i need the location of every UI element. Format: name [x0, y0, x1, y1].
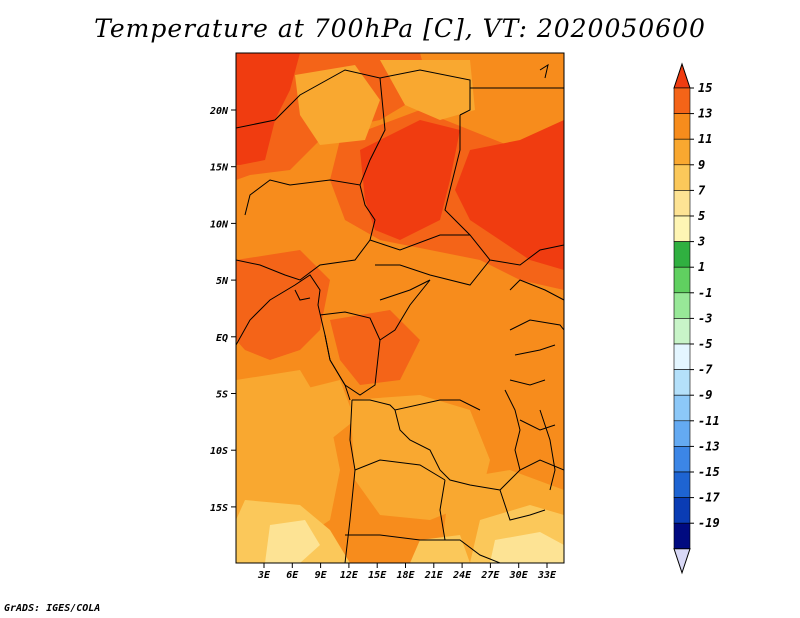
- legend-swatch: [673, 420, 691, 447]
- grads-credit: GrADS: IGES/COLA: [4, 603, 101, 614]
- legend-swatch: [673, 113, 691, 140]
- legend-swatch: [673, 266, 691, 294]
- latitude-axis: 20N 15N 10N 5N EQ 5S 10S 15S: [209, 106, 236, 514]
- legend-swatch: [673, 292, 691, 319]
- legend-label: -9: [698, 388, 712, 402]
- legend-swatch: [673, 318, 691, 345]
- legend-swatch: [673, 87, 691, 114]
- lon-label: 27E: [480, 570, 500, 581]
- legend-swatch: [673, 471, 691, 498]
- longitude-axis: 3E 6E 9E 12E 15E 18E 21E 24E 27E 30E 33E: [257, 563, 557, 581]
- lat-label: EQ: [216, 333, 228, 344]
- lon-label: 33E: [537, 570, 557, 581]
- legend-label: 11: [698, 132, 712, 146]
- lat-label: 15S: [210, 503, 228, 514]
- lon-label: 30E: [509, 570, 529, 581]
- legend-label: -7: [698, 363, 713, 377]
- legend-label: 1: [698, 260, 705, 274]
- lon-label: 24E: [452, 570, 472, 581]
- legend-label: 3: [697, 235, 705, 249]
- legend-label: -5: [698, 337, 712, 351]
- legend-swatch: [673, 497, 691, 524]
- lon-label: 21E: [424, 570, 444, 581]
- legend-swatch: [673, 522, 691, 550]
- lon-label: 9E: [315, 570, 328, 581]
- legend-top-arrow: [673, 62, 691, 89]
- legend-swatch: [673, 446, 691, 473]
- legend-swatch: [673, 190, 691, 217]
- lon-label: 15E: [368, 570, 387, 581]
- legend-swatch: [673, 343, 691, 370]
- legend-swatch: [673, 394, 691, 422]
- legend-label: 15: [698, 81, 712, 95]
- map-frame: [235, 52, 565, 564]
- lat-label: 5N: [216, 276, 229, 287]
- map-title: Temperature at 700hPa [C], VT: 202005060…: [94, 14, 706, 43]
- legend-swatch: [673, 164, 691, 191]
- country-borders: [236, 63, 564, 563]
- lat-label: 15N: [210, 163, 229, 174]
- legend-label: 5: [698, 209, 705, 223]
- lat-label: 20N: [209, 106, 229, 117]
- legend-label: -3: [698, 311, 712, 325]
- lon-label: 18E: [396, 570, 415, 581]
- legend-swatch: [673, 241, 691, 268]
- lon-label: 3E: [257, 570, 271, 581]
- lon-label: 12E: [340, 570, 359, 581]
- legend-label: -13: [698, 439, 720, 453]
- legend-label: -19: [698, 516, 720, 530]
- legend-label: -17: [698, 491, 720, 505]
- lat-label: 10S: [210, 446, 228, 457]
- temperature-field: [236, 53, 564, 563]
- legend-label: 13: [698, 107, 712, 121]
- lon-label: 6E: [286, 570, 299, 581]
- legend-swatch: [673, 215, 691, 242]
- color-legend: 15 13 11 9 7 5 3 1 -1 -3 -5 -7 -9 -11 -13 -15 -17 -19: [673, 62, 720, 575]
- legend-swatch: [673, 138, 691, 166]
- legend-label: 9: [698, 158, 705, 172]
- legend-label: -1: [698, 286, 712, 300]
- legend-label: -11: [698, 414, 720, 428]
- lat-label: 5S: [216, 390, 228, 401]
- legend-bottom-arrow: [673, 548, 691, 575]
- legend-swatch: [673, 369, 691, 396]
- legend-label: 7: [698, 183, 706, 197]
- legend-label: -15: [698, 465, 720, 479]
- lat-label: 10N: [210, 219, 229, 230]
